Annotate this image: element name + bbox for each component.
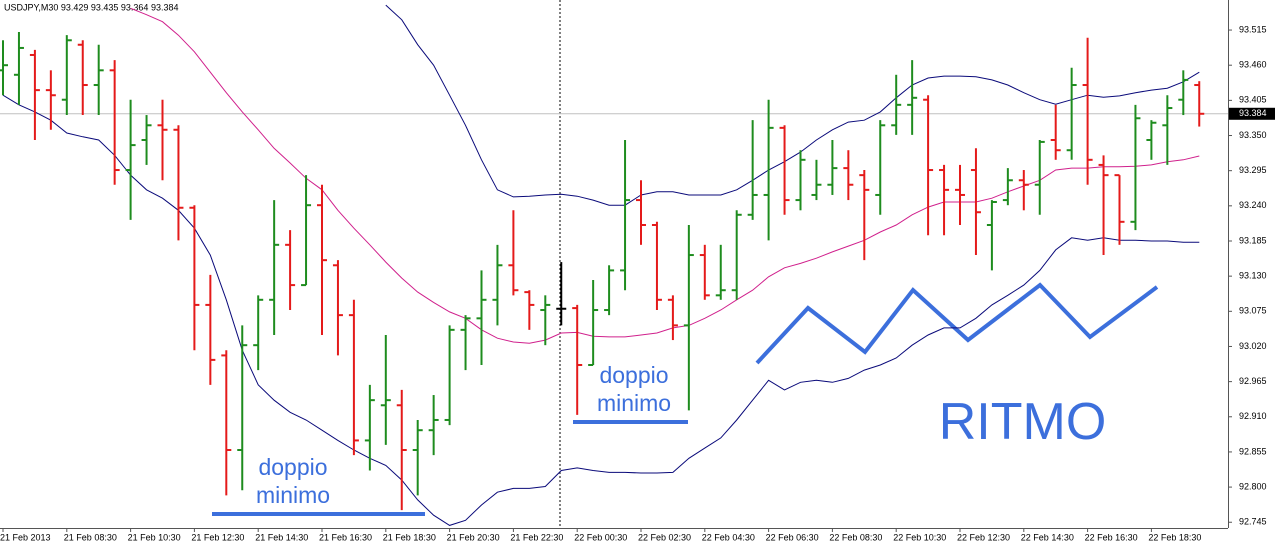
x-tick-label: 22 Feb 14:30: [1021, 532, 1074, 542]
x-tick-label: 22 Feb 16:30: [1085, 532, 1138, 542]
y-tick-label: 93.515: [1239, 24, 1267, 34]
annotation: RITMO: [938, 393, 1107, 451]
x-tick-label: 22 Feb 08:30: [829, 532, 882, 542]
price-label-box: [1229, 107, 1275, 120]
x-tick-label: 21 Feb 22:30: [510, 532, 563, 542]
x-tick-label: 21 Feb 2013: [0, 532, 51, 542]
y-tick-label: 93.185: [1239, 235, 1267, 245]
annotation: doppio minimo: [596, 362, 672, 416]
price-label: 93.384: [1239, 108, 1267, 118]
x-tick-label: 21 Feb 10:30: [128, 532, 181, 542]
y-tick-label: 93.460: [1239, 60, 1267, 70]
x-tick-label: 22 Feb 10:30: [893, 532, 946, 542]
y-tick-label: 93.350: [1239, 130, 1267, 140]
y-tick-label: 92.855: [1239, 446, 1267, 456]
y-tick-label: 93.240: [1239, 200, 1267, 210]
y-tick-label: 93.020: [1239, 341, 1267, 351]
x-tick-label: 21 Feb 20:30: [447, 532, 500, 542]
y-tick-label: 92.800: [1239, 481, 1267, 491]
y-tick-label: 92.910: [1239, 411, 1267, 421]
band-line: [130, 7, 1200, 344]
plot-area: [0, 4, 1205, 526]
x-tick-label: 21 Feb 08:30: [64, 532, 117, 542]
x-tick-label: 22 Feb 00:30: [574, 532, 627, 542]
band-line: [2, 94, 1200, 526]
x-tick-label: 22 Feb 12:30: [957, 532, 1010, 542]
x-tick-label: 22 Feb 04:30: [702, 532, 755, 542]
chart-title: USDJPY,M30 93.429 93.435 93.364 93.384: [4, 2, 178, 12]
x-tick-label: 21 Feb 16:30: [319, 532, 372, 542]
x-tick-label: 22 Feb 18:30: [1148, 532, 1201, 542]
x-tick-label: 21 Feb 18:30: [383, 532, 436, 542]
annotation: doppio minimo: [255, 454, 331, 508]
x-tick-label: 21 Feb 14:30: [255, 532, 308, 542]
y-tick-label: 93.295: [1239, 165, 1267, 175]
x-tick-label: 22 Feb 06:30: [766, 532, 819, 542]
y-tick-label: 92.745: [1239, 517, 1267, 527]
x-tick-label: 22 Feb 02:30: [638, 532, 691, 542]
y-tick-label: 93.075: [1239, 306, 1267, 316]
y-tick-label: 93.130: [1239, 271, 1267, 281]
y-tick-label: 93.405: [1239, 95, 1267, 105]
y-tick-label: 92.965: [1239, 376, 1267, 386]
band-line: [385, 4, 1200, 206]
x-tick-label: 21 Feb 12:30: [191, 532, 244, 542]
rhythm-zigzag: [755, 282, 1159, 365]
